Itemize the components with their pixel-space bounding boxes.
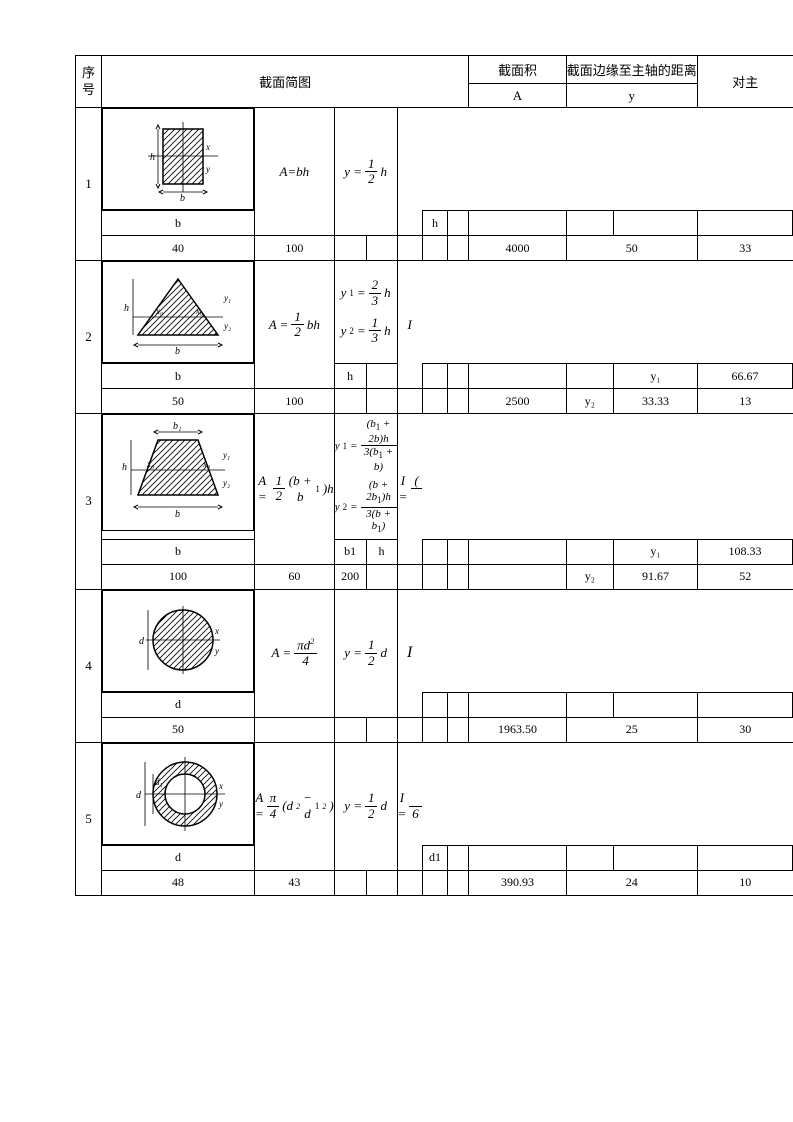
svg-text:x: x [205, 142, 210, 152]
seq-2: 2 [76, 261, 102, 414]
diagram-circle: d x y [102, 590, 254, 692]
area-formula-4: A = πd24 [254, 589, 334, 717]
svg-text:y: y [205, 164, 210, 174]
y-formula-5: y = 12 d [334, 742, 397, 870]
svg-text:h: h [122, 462, 127, 473]
svg-text:b₁: b₁ [173, 421, 181, 432]
svg-text:y₂: y₂ [222, 478, 230, 488]
header-inertia: 对主 [697, 56, 792, 108]
section-properties-table: 序号 截面简图 截面积 截面边缘至主轴的距离 对主 A y 1 h b x y [75, 55, 793, 896]
y-formula-1: y = 12 h [334, 108, 397, 236]
seq-4: 4 [76, 589, 102, 742]
svg-text:x₀: x₀ [202, 459, 210, 469]
header-seq: 序号 [76, 56, 102, 108]
diagram-trapezoid: x₀ x₀ b₁ b h y₁ y₂ [102, 414, 254, 531]
I-sym-2: I [397, 261, 422, 389]
I-sym-4: I [397, 589, 422, 717]
svg-text:x₀: x₀ [146, 459, 154, 469]
svg-text:b: b [175, 509, 180, 520]
svg-text:b: b [180, 193, 185, 204]
svg-text:y: y [214, 646, 219, 656]
seq-5: 5 [76, 742, 102, 895]
header-dist: 截面边缘至主轴的距离 [566, 56, 697, 84]
svg-text:d: d [139, 636, 145, 647]
I-formula-5: I = 6 [397, 742, 422, 870]
svg-text:y₂: y₂ [223, 321, 231, 331]
seq-3: 3 [76, 414, 102, 590]
svg-text:y₁: y₁ [222, 450, 230, 460]
header-dist-sym: y [566, 84, 697, 108]
area-formula-2: A = 12 bh [254, 261, 334, 389]
I-formula-3: I = ( [397, 414, 422, 565]
header-diagram: 截面简图 [101, 56, 468, 108]
svg-text:d: d [136, 790, 142, 801]
area-formula-5: A = π4 (d2 − d12) [254, 742, 334, 870]
svg-text:y: y [218, 799, 223, 809]
svg-text:x: x [214, 626, 219, 636]
diagram-triangle: x₀ x₀ h b y₁ y₂ [102, 261, 254, 363]
diagram-rectangle: h b x y [102, 108, 254, 210]
svg-text:x₀: x₀ [155, 306, 163, 316]
svg-text:y₁: y₁ [223, 293, 231, 303]
seq-1: 1 [76, 108, 102, 261]
header-area-sym: A [469, 84, 566, 108]
svg-text:b: b [175, 346, 180, 357]
svg-text:x: x [218, 781, 223, 791]
svg-text:d₁: d₁ [155, 777, 163, 787]
y-formula-2: y1 = 23 h y2 = 13 h [334, 261, 397, 364]
y-formula-4: y = 12 d [334, 589, 397, 717]
svg-text:x₀: x₀ [195, 306, 203, 316]
header-area: 截面积 [469, 56, 566, 84]
svg-text:h: h [124, 303, 129, 314]
area-formula-3: A = 12 (b + b1)h [254, 414, 334, 565]
diagram-annulus: d d₁ x y [102, 743, 254, 845]
area-formula-1: A=bh [254, 108, 334, 236]
y-formula-3: y1 = (b1 + 2b)h3(b1 + b) y2 = (b + 2b1)h… [334, 414, 397, 540]
svg-text:h: h [150, 152, 155, 163]
